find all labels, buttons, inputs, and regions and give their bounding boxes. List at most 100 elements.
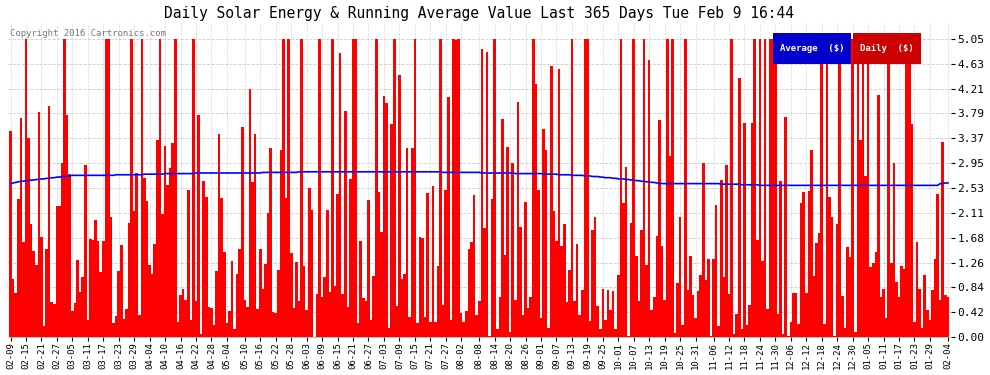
- Bar: [684, 39, 686, 337]
- Bar: [457, 39, 460, 337]
- Bar: [171, 143, 174, 337]
- Bar: [30, 224, 33, 337]
- Title: Daily Solar Energy & Running Average Value Last 365 Days Tue Feb 9 16:44: Daily Solar Energy & Running Average Val…: [164, 6, 794, 21]
- Bar: [790, 322, 792, 337]
- Bar: [50, 302, 53, 337]
- Bar: [166, 185, 169, 337]
- Bar: [589, 321, 591, 337]
- Bar: [514, 300, 517, 337]
- Bar: [73, 303, 76, 337]
- Bar: [681, 325, 684, 337]
- Bar: [710, 336, 712, 337]
- Bar: [741, 329, 743, 337]
- Bar: [758, 39, 761, 337]
- Bar: [872, 263, 874, 337]
- Bar: [403, 274, 406, 337]
- Bar: [58, 206, 60, 337]
- Bar: [390, 124, 393, 337]
- Bar: [259, 249, 261, 337]
- Bar: [543, 129, 545, 337]
- Bar: [581, 291, 583, 337]
- Bar: [253, 134, 256, 337]
- Bar: [856, 39, 859, 337]
- Bar: [308, 188, 311, 337]
- Bar: [437, 266, 440, 337]
- Bar: [728, 294, 731, 337]
- Bar: [187, 190, 189, 337]
- Bar: [834, 336, 836, 337]
- Bar: [615, 329, 617, 337]
- Bar: [483, 228, 486, 337]
- Bar: [156, 140, 158, 337]
- Bar: [454, 40, 457, 337]
- Bar: [707, 260, 710, 337]
- Bar: [76, 260, 79, 337]
- Bar: [158, 39, 161, 337]
- Bar: [367, 200, 370, 337]
- Bar: [300, 39, 303, 337]
- Bar: [941, 142, 944, 337]
- Bar: [628, 336, 630, 337]
- Bar: [169, 168, 171, 337]
- Bar: [385, 104, 388, 337]
- Bar: [362, 297, 364, 337]
- Bar: [372, 276, 375, 337]
- Bar: [823, 324, 826, 337]
- Bar: [509, 332, 512, 337]
- Bar: [17, 199, 20, 337]
- Bar: [689, 256, 692, 337]
- Bar: [836, 224, 839, 337]
- Bar: [120, 244, 123, 337]
- Bar: [465, 311, 467, 337]
- Bar: [409, 316, 411, 337]
- Bar: [517, 102, 519, 337]
- Bar: [782, 334, 784, 337]
- Bar: [20, 118, 22, 337]
- Bar: [221, 198, 223, 337]
- Bar: [635, 256, 638, 337]
- Bar: [266, 213, 269, 337]
- Bar: [35, 264, 38, 337]
- Bar: [906, 39, 908, 337]
- Bar: [213, 325, 215, 337]
- Bar: [123, 319, 125, 337]
- Bar: [393, 39, 396, 337]
- Bar: [298, 301, 300, 337]
- Bar: [924, 275, 926, 337]
- Bar: [937, 194, 939, 337]
- Bar: [818, 233, 821, 337]
- Text: Copyright 2016 Cartronics.com: Copyright 2016 Cartronics.com: [10, 29, 165, 38]
- Bar: [68, 174, 71, 337]
- Bar: [645, 265, 647, 337]
- Bar: [277, 270, 279, 337]
- Bar: [345, 111, 346, 337]
- Bar: [810, 150, 813, 337]
- Bar: [547, 328, 550, 337]
- Bar: [586, 39, 589, 337]
- Bar: [882, 289, 885, 337]
- Bar: [535, 84, 538, 337]
- Bar: [79, 292, 81, 337]
- Bar: [429, 322, 432, 337]
- Bar: [359, 241, 362, 337]
- Bar: [303, 266, 305, 337]
- Bar: [530, 297, 532, 337]
- Bar: [226, 323, 228, 337]
- Bar: [401, 279, 403, 337]
- Bar: [200, 334, 202, 337]
- Bar: [9, 131, 12, 337]
- Bar: [625, 167, 628, 337]
- Bar: [331, 39, 334, 337]
- Bar: [161, 214, 163, 337]
- Bar: [398, 75, 401, 337]
- Bar: [638, 301, 641, 337]
- Bar: [432, 186, 435, 337]
- Bar: [903, 269, 906, 337]
- Bar: [715, 206, 718, 337]
- Bar: [115, 316, 118, 337]
- Bar: [264, 264, 266, 337]
- Bar: [563, 224, 565, 337]
- Bar: [787, 336, 790, 337]
- Bar: [591, 230, 594, 337]
- Text: Daily  ($): Daily ($): [860, 44, 914, 53]
